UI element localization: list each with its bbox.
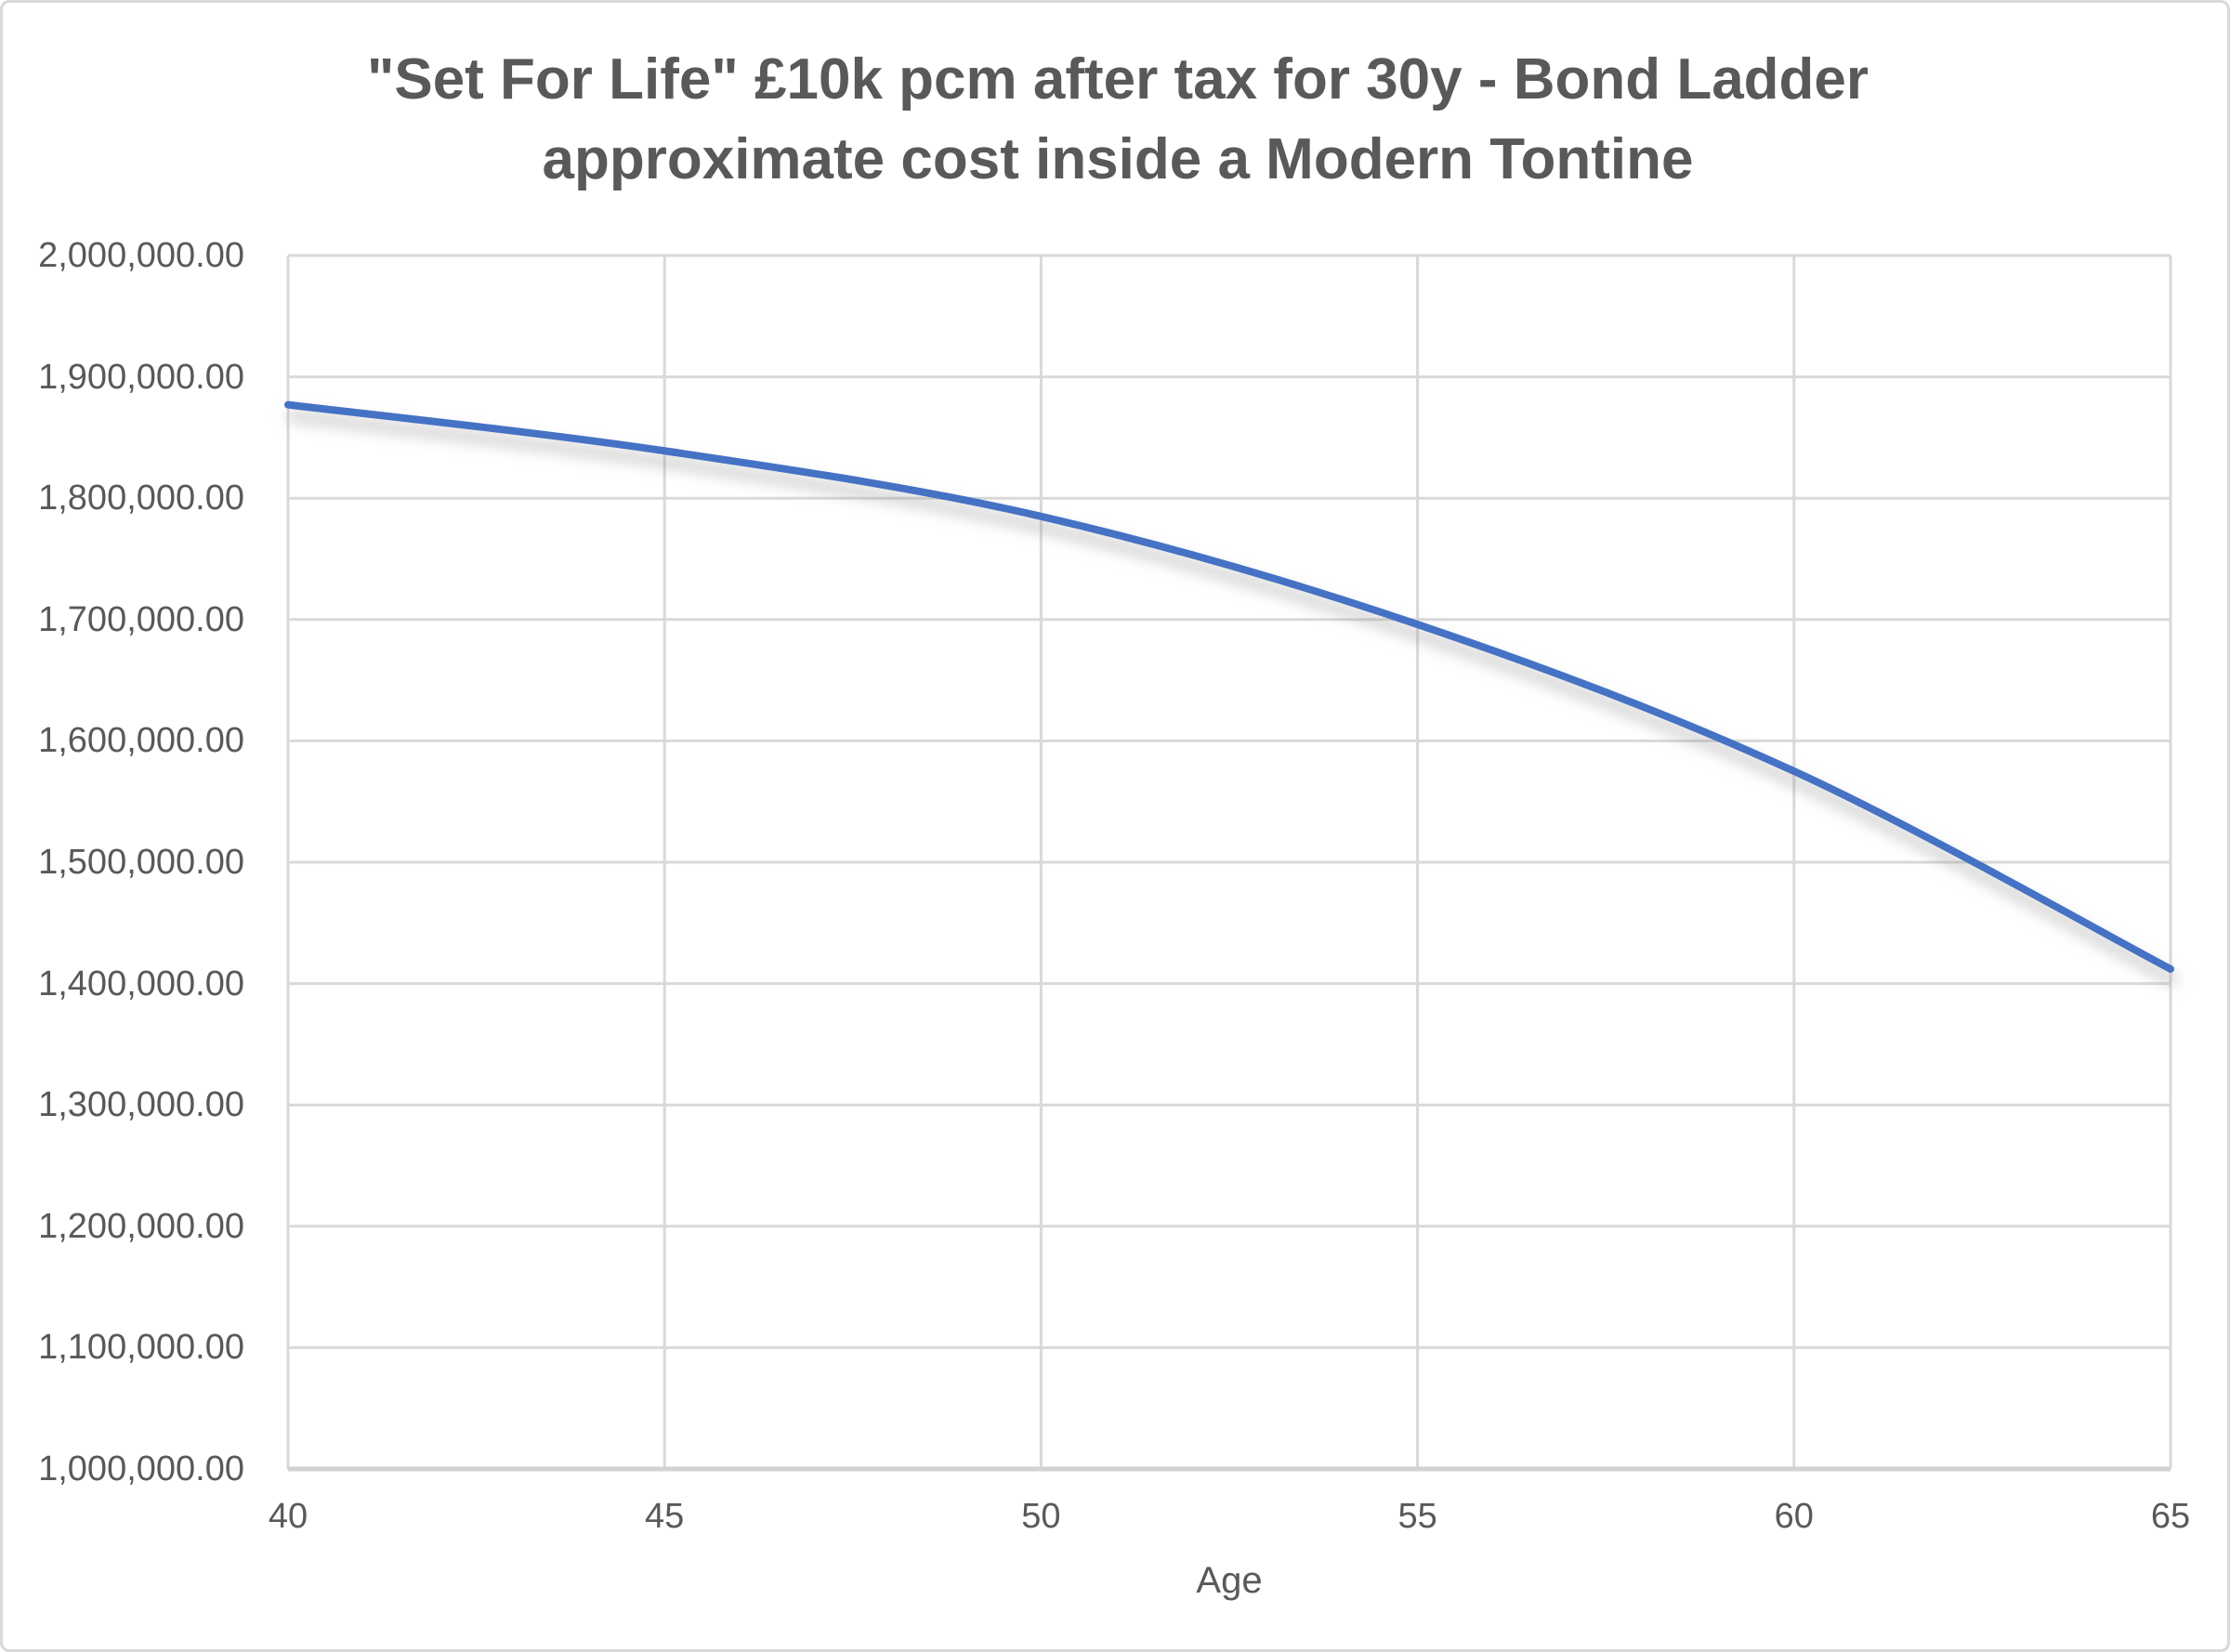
chart-title-line1: "Set For Life" £10k pcm after tax for 30… [366,47,1869,111]
y-tick-label: 1,400,000.00 [38,964,244,1003]
line-chart [284,254,2174,1472]
y-tick-label: 1,100,000.00 [38,1328,244,1368]
y-tick-label: 1,900,000.00 [38,357,244,397]
y-tick-label: 2,000,000.00 [38,236,244,275]
y-tick-label: 1,700,000.00 [38,599,244,639]
y-tick-label: 1,800,000.00 [38,479,244,518]
y-tick-label: 1,600,000.00 [38,721,244,761]
chart-title-line2: approximate cost inside a Modern Tontine [542,127,1694,191]
x-axis-title: Age [1196,1560,1263,1601]
x-tick-label: 45 [645,1497,685,1536]
y-tick-label: 1,200,000.00 [38,1206,244,1246]
x-tick-label: 40 [268,1497,308,1536]
axes [286,256,2171,1472]
y-tick-label: 1,500,000.00 [38,843,244,882]
x-tick-label: 50 [1021,1497,1061,1536]
x-tick-label: 55 [1397,1497,1437,1536]
chart-title: "Set For Life" £10k pcm after tax for 30… [3,40,2227,200]
data-series [284,400,2174,973]
cost-line-series [284,400,2174,973]
x-tick-label: 65 [2150,1497,2191,1536]
y-tick-label: 1,300,000.00 [38,1085,244,1125]
x-tick-label: 60 [1774,1497,1814,1536]
y-tick-label: 1,000,000.00 [38,1449,244,1488]
